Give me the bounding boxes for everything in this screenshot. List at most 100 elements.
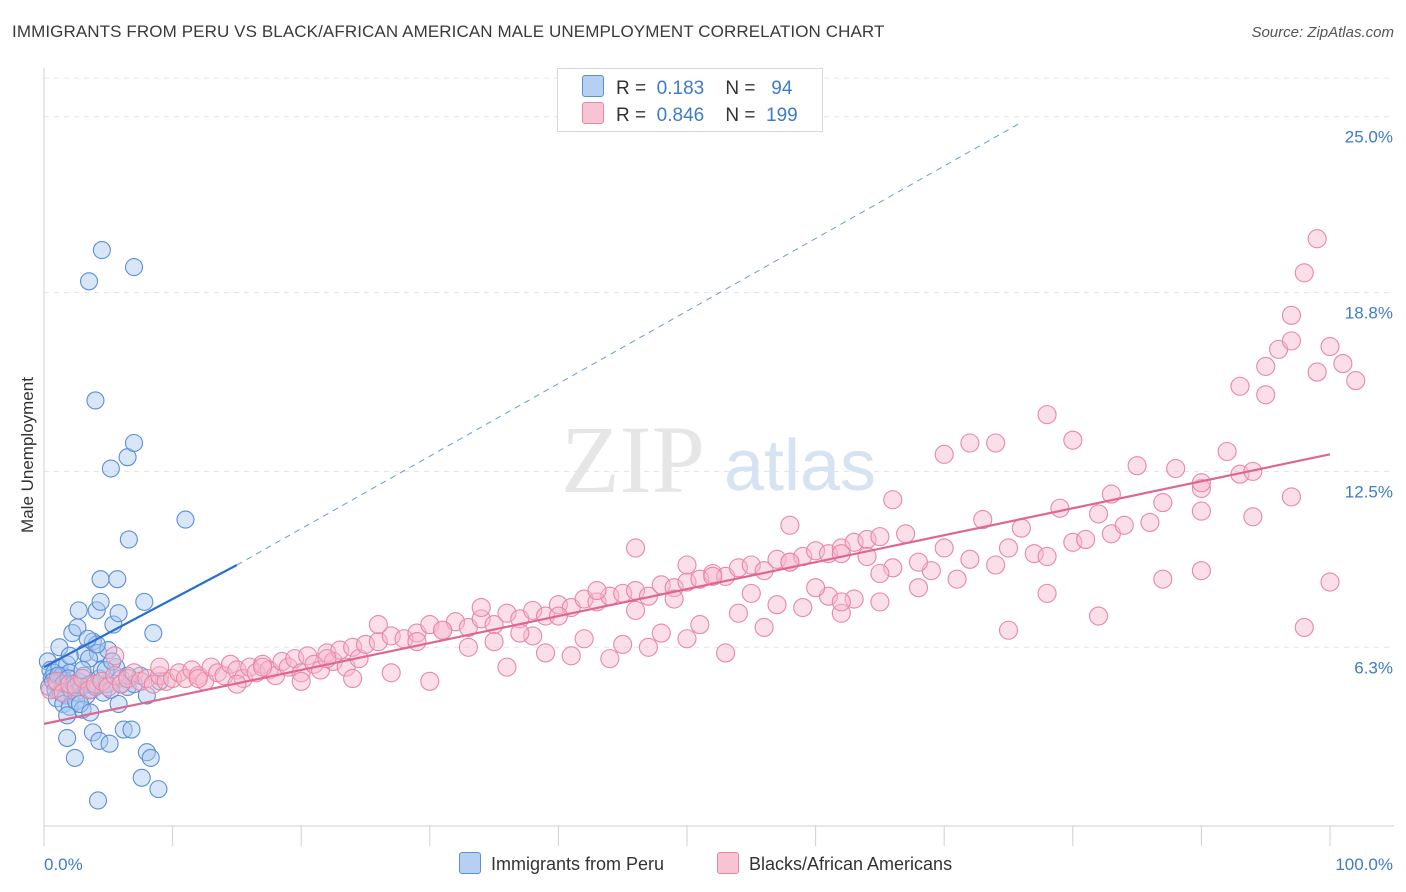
legend-row-peru: R = 0.183 N = 94 [582, 75, 792, 100]
data-point-black [1320, 572, 1340, 592]
data-point-black [741, 583, 761, 603]
data-point-black [1333, 354, 1353, 374]
data-point-peru [91, 570, 110, 589]
legend-row-black: R = 0.846 N = 199 [582, 102, 798, 127]
data-point-black [1191, 501, 1211, 521]
data-point-peru [100, 734, 119, 753]
trend-lines [43, 121, 1331, 725]
data-point-black [626, 538, 646, 558]
data-point-black [471, 609, 491, 629]
data-point-peru [90, 731, 109, 750]
data-point-peru [135, 592, 154, 611]
watermark: ZIP atlas [561, 406, 876, 513]
trend-line-peru-extension [236, 121, 1022, 566]
x-tick-label: 0.0% [44, 855, 83, 874]
legend-r-value-black: 0.846 [656, 105, 705, 126]
data-point-black [1063, 430, 1083, 450]
data-point-black [613, 634, 633, 654]
y-tick-label: 25.0% [1345, 128, 1393, 147]
data-point-black [973, 510, 993, 530]
data-point-black [484, 632, 504, 652]
data-point-black [703, 566, 723, 586]
legend-swatch-black [582, 102, 604, 124]
data-point-black [1191, 561, 1211, 581]
data-point-peru [92, 241, 111, 260]
data-point-black [1320, 336, 1340, 357]
data-point-black [510, 623, 530, 643]
data-point-black [806, 578, 826, 598]
data-point-black [870, 527, 890, 547]
data-point-peru [149, 780, 168, 799]
trend-line-black [43, 453, 1331, 725]
data-point-black [767, 595, 787, 615]
data-point-black [1217, 441, 1237, 462]
data-point-black [368, 615, 388, 635]
trend-line-peru [43, 564, 238, 669]
watermark-atlas: atlas [724, 426, 876, 506]
data-point-black [1088, 606, 1109, 626]
data-point-black [677, 555, 697, 575]
data-point-black [1114, 515, 1134, 535]
data-point-peru [79, 272, 99, 291]
legend-item-peru: Immigrants from Peru [459, 852, 664, 875]
legend-item-black: Blacks/African Americans [717, 852, 952, 875]
data-point-black [291, 671, 311, 691]
data-point-black [741, 555, 761, 575]
data-point-black [471, 597, 491, 618]
data-point-black [420, 615, 440, 635]
data-point-black [1191, 478, 1211, 498]
data-point-black [1294, 617, 1314, 637]
data-point-black [831, 603, 851, 623]
data-point-black [523, 600, 543, 620]
data-point-black [998, 538, 1019, 558]
legend-n-value-peru: 94 [771, 78, 793, 99]
data-point-peru [65, 748, 84, 767]
data-point-black [73, 668, 93, 689]
data-point-peru [176, 510, 195, 529]
legend-r-label: R = [616, 105, 647, 126]
data-point-black [1307, 229, 1327, 249]
data-point-black [1037, 546, 1057, 567]
data-point-black [1050, 498, 1070, 518]
series-black-points [40, 229, 1366, 703]
chart-title: IMMIGRANTS FROM PERU VS BLACK/AFRICAN AM… [12, 22, 885, 41]
data-point-black [253, 657, 273, 677]
data-point-black [986, 555, 1006, 575]
data-point-black [1346, 371, 1366, 391]
data-point-black [908, 552, 929, 572]
data-point-black [1307, 362, 1327, 382]
data-point-black [1076, 529, 1096, 550]
data-point-black [1127, 456, 1147, 476]
legend-n-label: N = [725, 105, 756, 126]
series-peru-points [38, 241, 195, 810]
data-point-peru [132, 768, 151, 787]
legend-swatch-peru [582, 75, 604, 97]
data-point-peru [122, 720, 141, 739]
data-point-black [883, 558, 903, 578]
data-point-peru [101, 459, 120, 478]
data-point-black [1256, 385, 1276, 405]
data-point-black [188, 668, 208, 689]
data-point-black [960, 433, 980, 453]
data-point-black [105, 646, 125, 666]
data-point-peru [144, 624, 163, 643]
data-point-peru [103, 652, 122, 671]
data-point-black [780, 515, 800, 535]
data-point-black [458, 637, 478, 657]
data-point-peru [114, 720, 133, 739]
data-point-black [638, 637, 658, 657]
data-point-black [870, 592, 890, 612]
data-point-black [1256, 356, 1276, 376]
data-point-black [986, 433, 1006, 453]
data-point-peru [79, 649, 99, 668]
data-point-black [626, 600, 646, 620]
data-point-peru [119, 530, 138, 549]
data-point-black [1281, 331, 1301, 351]
series-legend: Immigrants from Peru Blacks/African Amer… [0, 852, 1406, 878]
data-point-black [728, 603, 748, 623]
source-label: Source: ZipAtlas.com [1251, 24, 1394, 41]
data-point-black [998, 620, 1019, 640]
data-point-black [1153, 493, 1173, 513]
data-point-peru [124, 433, 144, 453]
